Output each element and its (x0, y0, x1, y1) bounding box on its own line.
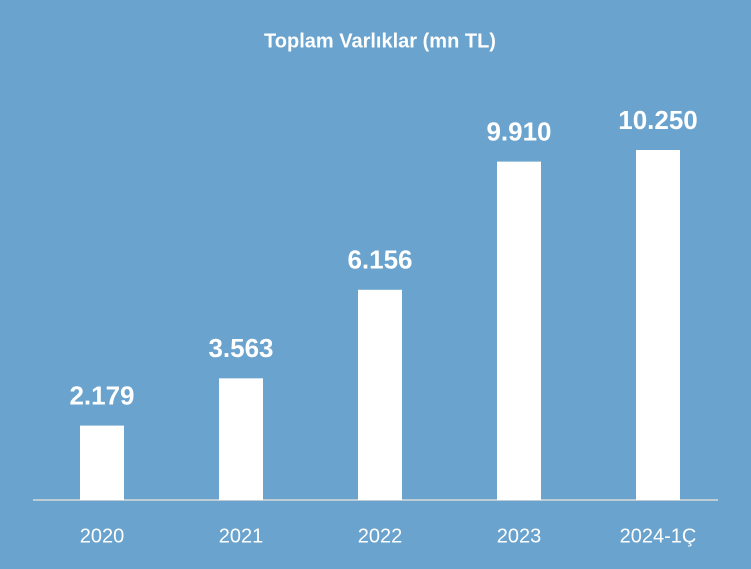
value-label: 2.179 (69, 380, 134, 410)
x-tick-label: 2024-1Ç (620, 525, 697, 547)
bar (636, 150, 680, 500)
bar (80, 425, 124, 500)
x-tick-label: 2022 (358, 525, 403, 547)
value-label: 6.156 (347, 245, 412, 275)
value-label: 3.563 (208, 333, 273, 363)
value-label: 10.250 (618, 105, 698, 135)
x-tick-label: 2023 (497, 525, 542, 547)
x-tick-label: 2021 (219, 525, 264, 547)
chart-title: Toplam Varlıklar (mn TL) (264, 30, 496, 52)
bar (358, 289, 402, 500)
x-tick-label: 2020 (80, 525, 125, 547)
bar (219, 378, 263, 500)
bar (497, 161, 541, 501)
value-label: 9.910 (486, 116, 551, 146)
